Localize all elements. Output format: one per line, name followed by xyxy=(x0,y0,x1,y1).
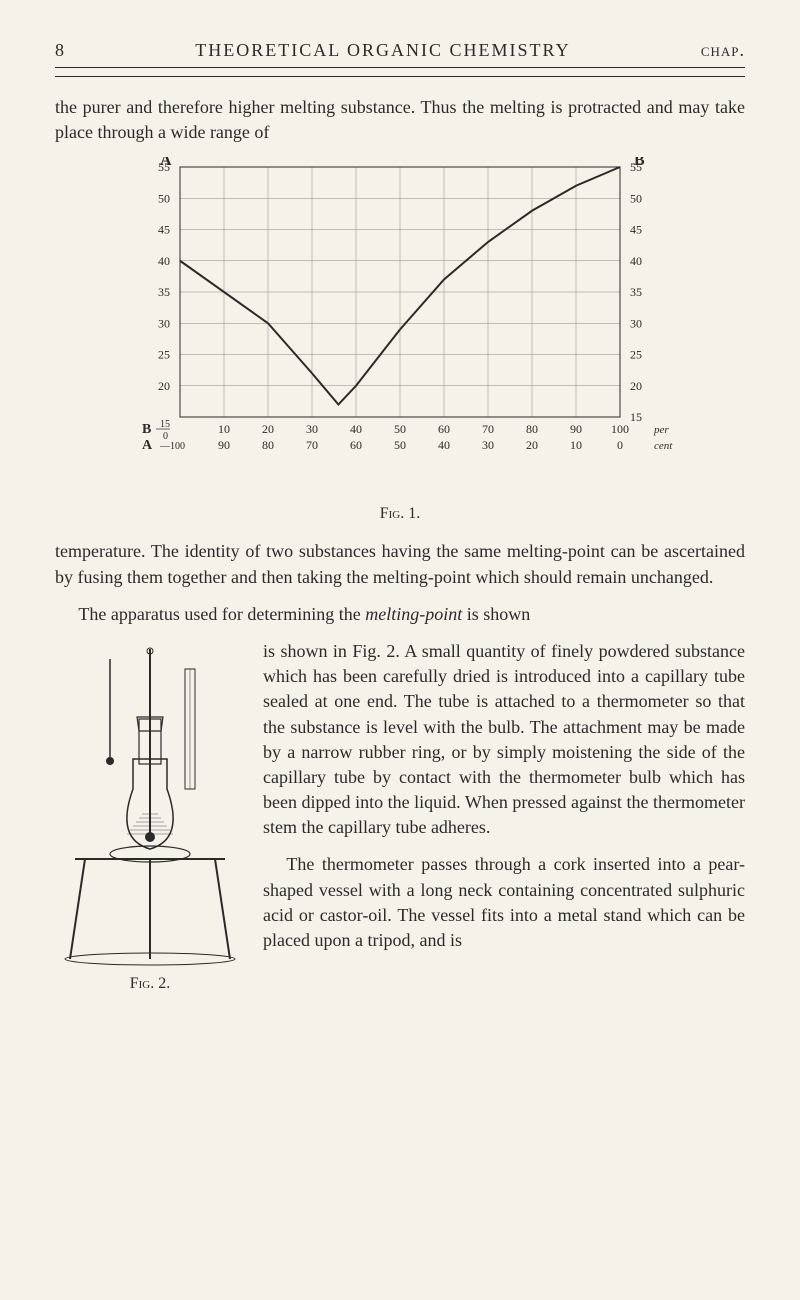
fig2-caption: Fig. 2. xyxy=(55,975,245,993)
svg-text:10: 10 xyxy=(218,422,230,436)
svg-text:100: 100 xyxy=(611,422,629,436)
chapter-label: chap. xyxy=(701,40,745,61)
svg-text:50: 50 xyxy=(394,438,406,452)
svg-text:70: 70 xyxy=(306,438,318,452)
svg-text:A: A xyxy=(160,157,172,169)
svg-text:45: 45 xyxy=(630,223,642,237)
page-number: 8 xyxy=(55,40,65,61)
text-column: is shown in Fig. 2. A small quantity of … xyxy=(263,639,745,965)
paragraph-4: The thermometer passes through a cork in… xyxy=(263,852,745,953)
page-title: THEORETICAL ORGANIC CHEMISTRY xyxy=(195,40,570,61)
paragraph-3-continued: is shown in Fig. 2. A small quantity of … xyxy=(263,639,745,841)
svg-text:40: 40 xyxy=(350,422,362,436)
chart-svg: 5550454035302520555045403530252015ABB150… xyxy=(120,157,680,497)
svg-text:80: 80 xyxy=(526,422,538,436)
svg-text:20: 20 xyxy=(630,379,642,393)
paragraph-3: The apparatus used for determining the m… xyxy=(55,602,745,627)
svg-text:30: 30 xyxy=(158,317,170,331)
page-header: 8 THEORETICAL ORGANIC CHEMISTRY chap. xyxy=(55,40,745,61)
svg-text:10: 10 xyxy=(570,438,582,452)
figure-text-row: Fig. 2. is shown in Fig. 2. A small quan… xyxy=(55,639,745,1009)
svg-text:90: 90 xyxy=(218,438,230,452)
svg-text:—100: —100 xyxy=(159,441,185,452)
svg-text:25: 25 xyxy=(158,348,170,362)
fig1-caption: Fig. 1. xyxy=(55,505,745,523)
svg-text:15: 15 xyxy=(630,410,642,424)
svg-text:15: 15 xyxy=(160,419,170,430)
svg-text:70: 70 xyxy=(482,422,494,436)
svg-text:60: 60 xyxy=(350,438,362,452)
header-rule-2 xyxy=(55,76,745,77)
svg-text:90: 90 xyxy=(570,422,582,436)
svg-text:B: B xyxy=(142,422,151,437)
svg-text:20: 20 xyxy=(158,379,170,393)
svg-text:per: per xyxy=(653,424,669,436)
intro-paragraph: the purer and therefore higher melting s… xyxy=(55,95,745,145)
svg-text:0: 0 xyxy=(617,438,623,452)
svg-text:A: A xyxy=(142,438,153,453)
paragraph-2: temperature. The identity of two substan… xyxy=(55,539,745,589)
svg-text:50: 50 xyxy=(394,422,406,436)
svg-text:50: 50 xyxy=(630,192,642,206)
svg-text:20: 20 xyxy=(526,438,538,452)
svg-text:60: 60 xyxy=(438,422,450,436)
svg-text:30: 30 xyxy=(630,317,642,331)
svg-text:35: 35 xyxy=(630,285,642,299)
svg-text:50: 50 xyxy=(158,192,170,206)
svg-text:40: 40 xyxy=(438,438,450,452)
svg-text:30: 30 xyxy=(306,422,318,436)
svg-text:25: 25 xyxy=(630,348,642,362)
svg-text:B: B xyxy=(634,157,645,169)
header-rule xyxy=(55,67,745,68)
svg-text:30: 30 xyxy=(482,438,494,452)
apparatus-illustration xyxy=(55,639,245,969)
svg-text:20: 20 xyxy=(262,422,274,436)
svg-text:40: 40 xyxy=(158,254,170,268)
svg-text:35: 35 xyxy=(158,285,170,299)
figure-2-column: Fig. 2. xyxy=(55,639,245,1009)
svg-text:45: 45 xyxy=(158,223,170,237)
svg-text:cent: cent xyxy=(654,440,673,452)
svg-text:80: 80 xyxy=(262,438,274,452)
svg-text:40: 40 xyxy=(630,254,642,268)
melting-point-chart: 5550454035302520555045403530252015ABB150… xyxy=(105,157,695,497)
